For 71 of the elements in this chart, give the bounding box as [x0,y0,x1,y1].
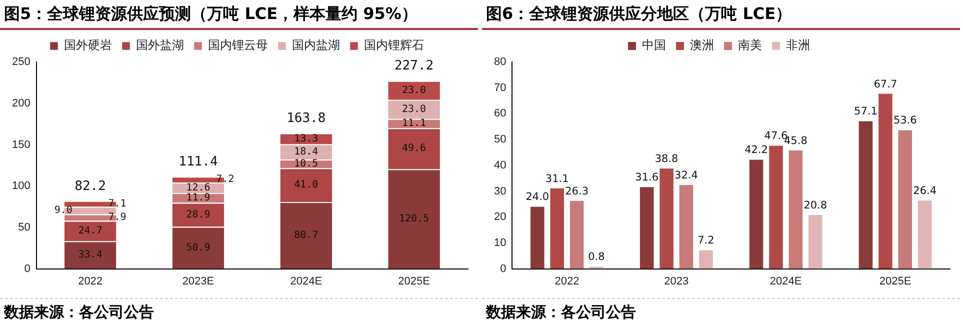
legend-label: 澳洲 [690,38,714,52]
x-tick-label: 2025E [879,275,912,288]
legend-label: 国内盐湖 [292,38,340,52]
x-tick-label: 2024E [770,275,802,288]
total-label: 111.4 [178,154,218,170]
total-label: 82.2 [74,178,106,194]
data-label: 23.0 [402,104,426,115]
data-label: 24.0 [526,191,550,204]
x-tick-label: 2025E [398,275,430,288]
data-label: 42.2 [744,144,768,156]
legend-label: 国内锂云母 [208,38,268,52]
data-label: 13.3 [294,133,318,144]
x-tick-label: 2022 [554,275,580,288]
data-label: 0.8 [588,251,605,264]
chart-title: 图5：全球锂资源供应预测（万吨 LCE，样本量约 95%） [0,0,478,30]
data-label: 23.0 [402,84,426,96]
data-label: 11.1 [402,118,426,130]
data-label: 33.4 [78,250,102,261]
data-label: 10.5 [294,158,318,170]
total-label: 227.2 [394,58,434,74]
y-tick-label: 100 [12,180,30,192]
y-tick-label: 250 [12,56,30,68]
data-label: 7.2 [698,234,714,247]
data-label: 32.4 [674,170,698,182]
y-tick-label: 0 [24,262,30,275]
source-note: 数据来源：各公司公告 [482,298,960,322]
data-label: 20.8 [804,200,828,212]
y-tick-label: 0 [500,262,506,275]
y-tick-label: 200 [12,97,30,110]
y-tick-label: 40 [494,159,506,172]
legend-label: 南美 [738,38,762,52]
data-label: 57.1 [854,106,878,118]
data-label: 31.6 [635,172,659,184]
data-label: 12.6 [186,182,210,194]
x-tick-label: 2022 [78,275,103,288]
y-tick-label: 30 [494,185,506,198]
x-tick-label: 2023E [182,275,214,288]
data-label: 9.0 [54,205,72,216]
data-label: 49.6 [402,143,426,154]
source-note: 数据来源：各公司公告 [0,298,478,322]
legend-label: 国内锂辉石 [364,38,424,52]
y-tick-label: 70 [494,82,506,94]
data-label: 28.9 [186,209,210,220]
y-tick-label: 50 [494,134,506,146]
y-tick-label: 20 [494,211,506,224]
chart-title: 图6：全球锂资源供应分地区（万吨 LCE） [482,0,960,30]
data-label: 26.3 [565,185,588,198]
legend-label: 国外硬岩 [64,38,112,52]
y-tick-label: 10 [494,236,506,249]
total-label: 163.8 [286,111,326,126]
y-tick-label: 80 [494,56,506,68]
data-label: 120.5 [398,214,430,225]
data-label: 26.4 [913,185,937,198]
data-label: 31.1 [545,172,569,185]
data-label: 80.7 [294,230,318,242]
legend-label: 国外盐湖 [136,38,184,52]
data-label: 67.7 [874,78,898,90]
data-label: 38.8 [654,152,678,165]
legend-label: 中国 [642,38,666,52]
data-label: 18.4 [294,146,318,158]
data-label: 11.9 [186,192,210,204]
y-tick-label: 60 [494,108,506,120]
x-tick-label: 2024E [290,275,322,288]
x-tick-label: 2023 [664,275,689,288]
y-tick-label: 50 [18,221,30,234]
y-tick-label: 150 [12,138,30,151]
legend-label: 非洲 [786,38,810,52]
data-label: 24.7 [78,226,102,237]
data-label: 41.0 [294,180,318,191]
data-label: 50.9 [186,242,210,254]
data-label: 53.6 [893,114,918,127]
